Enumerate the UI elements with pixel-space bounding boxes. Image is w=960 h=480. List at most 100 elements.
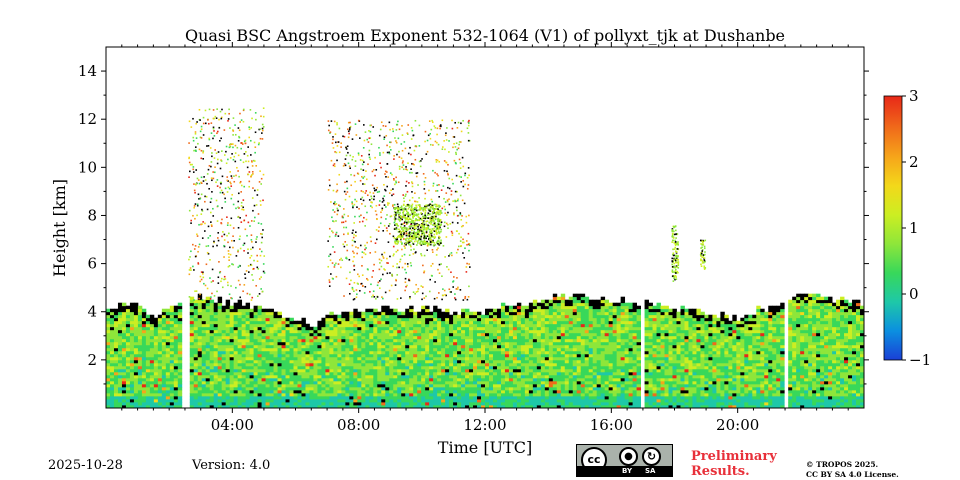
heatmap-cell bbox=[405, 323, 410, 328]
heatmap-cell bbox=[628, 302, 634, 307]
heatmap-cell bbox=[532, 374, 538, 379]
heatmap-cell bbox=[117, 332, 123, 337]
heatmap-cell bbox=[393, 374, 398, 379]
heatmap-cell bbox=[253, 371, 258, 376]
heatmap-cell bbox=[664, 353, 669, 358]
heatmap-cell bbox=[157, 362, 163, 367]
heatmap-cell bbox=[421, 386, 426, 391]
heatmap-cell bbox=[628, 335, 634, 340]
heatmap-cell bbox=[616, 362, 622, 367]
heatmap-cell bbox=[461, 332, 466, 337]
heatmap-cell bbox=[241, 305, 247, 310]
heatmap-cell bbox=[684, 350, 689, 355]
heatmap-cell bbox=[584, 296, 590, 301]
heatmap-cell bbox=[453, 338, 458, 343]
heatmap-cell bbox=[624, 365, 630, 370]
heatmap-cell bbox=[620, 320, 626, 325]
heatmap-cell bbox=[161, 383, 167, 388]
heatmap-cell bbox=[277, 401, 282, 406]
heatmap-cell bbox=[596, 320, 602, 325]
heatmap-cell bbox=[385, 386, 390, 391]
heatmap-cell bbox=[153, 329, 159, 334]
heatmap-cell bbox=[317, 347, 322, 352]
heatmap-cell bbox=[421, 311, 426, 316]
heatmap-cell bbox=[421, 380, 426, 385]
heatmap-cell bbox=[680, 314, 685, 319]
heatmap-cell bbox=[249, 335, 255, 340]
heatmap-cell bbox=[604, 335, 610, 340]
heatmap-cell bbox=[512, 335, 518, 340]
heatmap-cell bbox=[125, 323, 131, 328]
heatmap-cell bbox=[309, 386, 314, 391]
heatmap-cell bbox=[333, 362, 338, 367]
heatmap-cell bbox=[636, 350, 641, 355]
heatmap-cell bbox=[317, 380, 322, 385]
heatmap-cell bbox=[345, 338, 350, 343]
heatmap-cell bbox=[536, 383, 542, 388]
heatmap-cell bbox=[548, 299, 554, 304]
heatmap-cell bbox=[141, 356, 147, 361]
heatmap-cell bbox=[369, 317, 374, 322]
heatmap-cell bbox=[704, 332, 709, 337]
heatmap-cell bbox=[469, 398, 474, 403]
heatmap-cell bbox=[668, 374, 673, 379]
heatmap-cell bbox=[648, 356, 653, 361]
heatmap-cell bbox=[564, 353, 570, 358]
heatmap-cell bbox=[580, 338, 586, 343]
heatmap-cell bbox=[488, 359, 494, 364]
heatmap-cell bbox=[688, 347, 693, 352]
heatmap-cell bbox=[233, 359, 239, 364]
heatmap-cell bbox=[636, 308, 641, 313]
heatmap-cell bbox=[365, 374, 370, 379]
heatmap-cell bbox=[477, 356, 482, 361]
heatmap-cell bbox=[261, 308, 266, 313]
heatmap-cell bbox=[540, 299, 546, 304]
heatmap-cell bbox=[369, 392, 374, 397]
heatmap-cell bbox=[229, 404, 235, 408]
heatmap-cell bbox=[528, 377, 534, 382]
heatmap-cell bbox=[628, 308, 634, 313]
heatmap-cell bbox=[676, 377, 681, 382]
heatmap-cell bbox=[361, 362, 366, 367]
heatmap-cell bbox=[696, 338, 701, 343]
heatmap-cell bbox=[129, 371, 135, 376]
heatmap-cell bbox=[548, 401, 554, 406]
heatmap-cell bbox=[293, 320, 298, 325]
heatmap-cell bbox=[528, 386, 534, 391]
heatmap-cell bbox=[481, 377, 486, 382]
heatmap-cell bbox=[381, 335, 386, 340]
heatmap-cell bbox=[564, 401, 570, 406]
heatmap-cell bbox=[652, 317, 657, 322]
heatmap-cell bbox=[481, 356, 486, 361]
heatmap-cell bbox=[592, 326, 598, 331]
heatmap-cell bbox=[377, 365, 382, 370]
heatmap-cell bbox=[357, 311, 362, 316]
heatmap-cell bbox=[209, 392, 215, 397]
heatmap-cell bbox=[596, 314, 602, 319]
heatmap-cell bbox=[692, 332, 697, 337]
heatmap-cell bbox=[636, 311, 641, 316]
heatmap-cell bbox=[648, 341, 653, 346]
heatmap-cell bbox=[473, 332, 478, 337]
heatmap-cell bbox=[141, 371, 147, 376]
heatmap-cell bbox=[301, 362, 306, 367]
heatmap-cell bbox=[269, 350, 274, 355]
heatmap-cell bbox=[233, 335, 239, 340]
heatmap-cell bbox=[193, 341, 199, 346]
heatmap-cell bbox=[708, 383, 713, 388]
heatmap-cell bbox=[221, 368, 227, 373]
heatmap-cell bbox=[121, 350, 127, 355]
heatmap-cell bbox=[441, 323, 446, 328]
heatmap-cell bbox=[145, 320, 151, 325]
heatmap-cell bbox=[397, 311, 402, 316]
heatmap-cell bbox=[225, 341, 231, 346]
heatmap-cell bbox=[301, 338, 306, 343]
heatmap-cell bbox=[457, 350, 462, 355]
heatmap-cell bbox=[676, 341, 681, 346]
heatmap-cell bbox=[572, 404, 578, 408]
heatmap-cell bbox=[572, 326, 578, 331]
heatmap-cell bbox=[313, 365, 318, 370]
heatmap-cell bbox=[500, 317, 506, 322]
heatmap-cell bbox=[373, 326, 378, 331]
heatmap-cell bbox=[205, 359, 211, 364]
